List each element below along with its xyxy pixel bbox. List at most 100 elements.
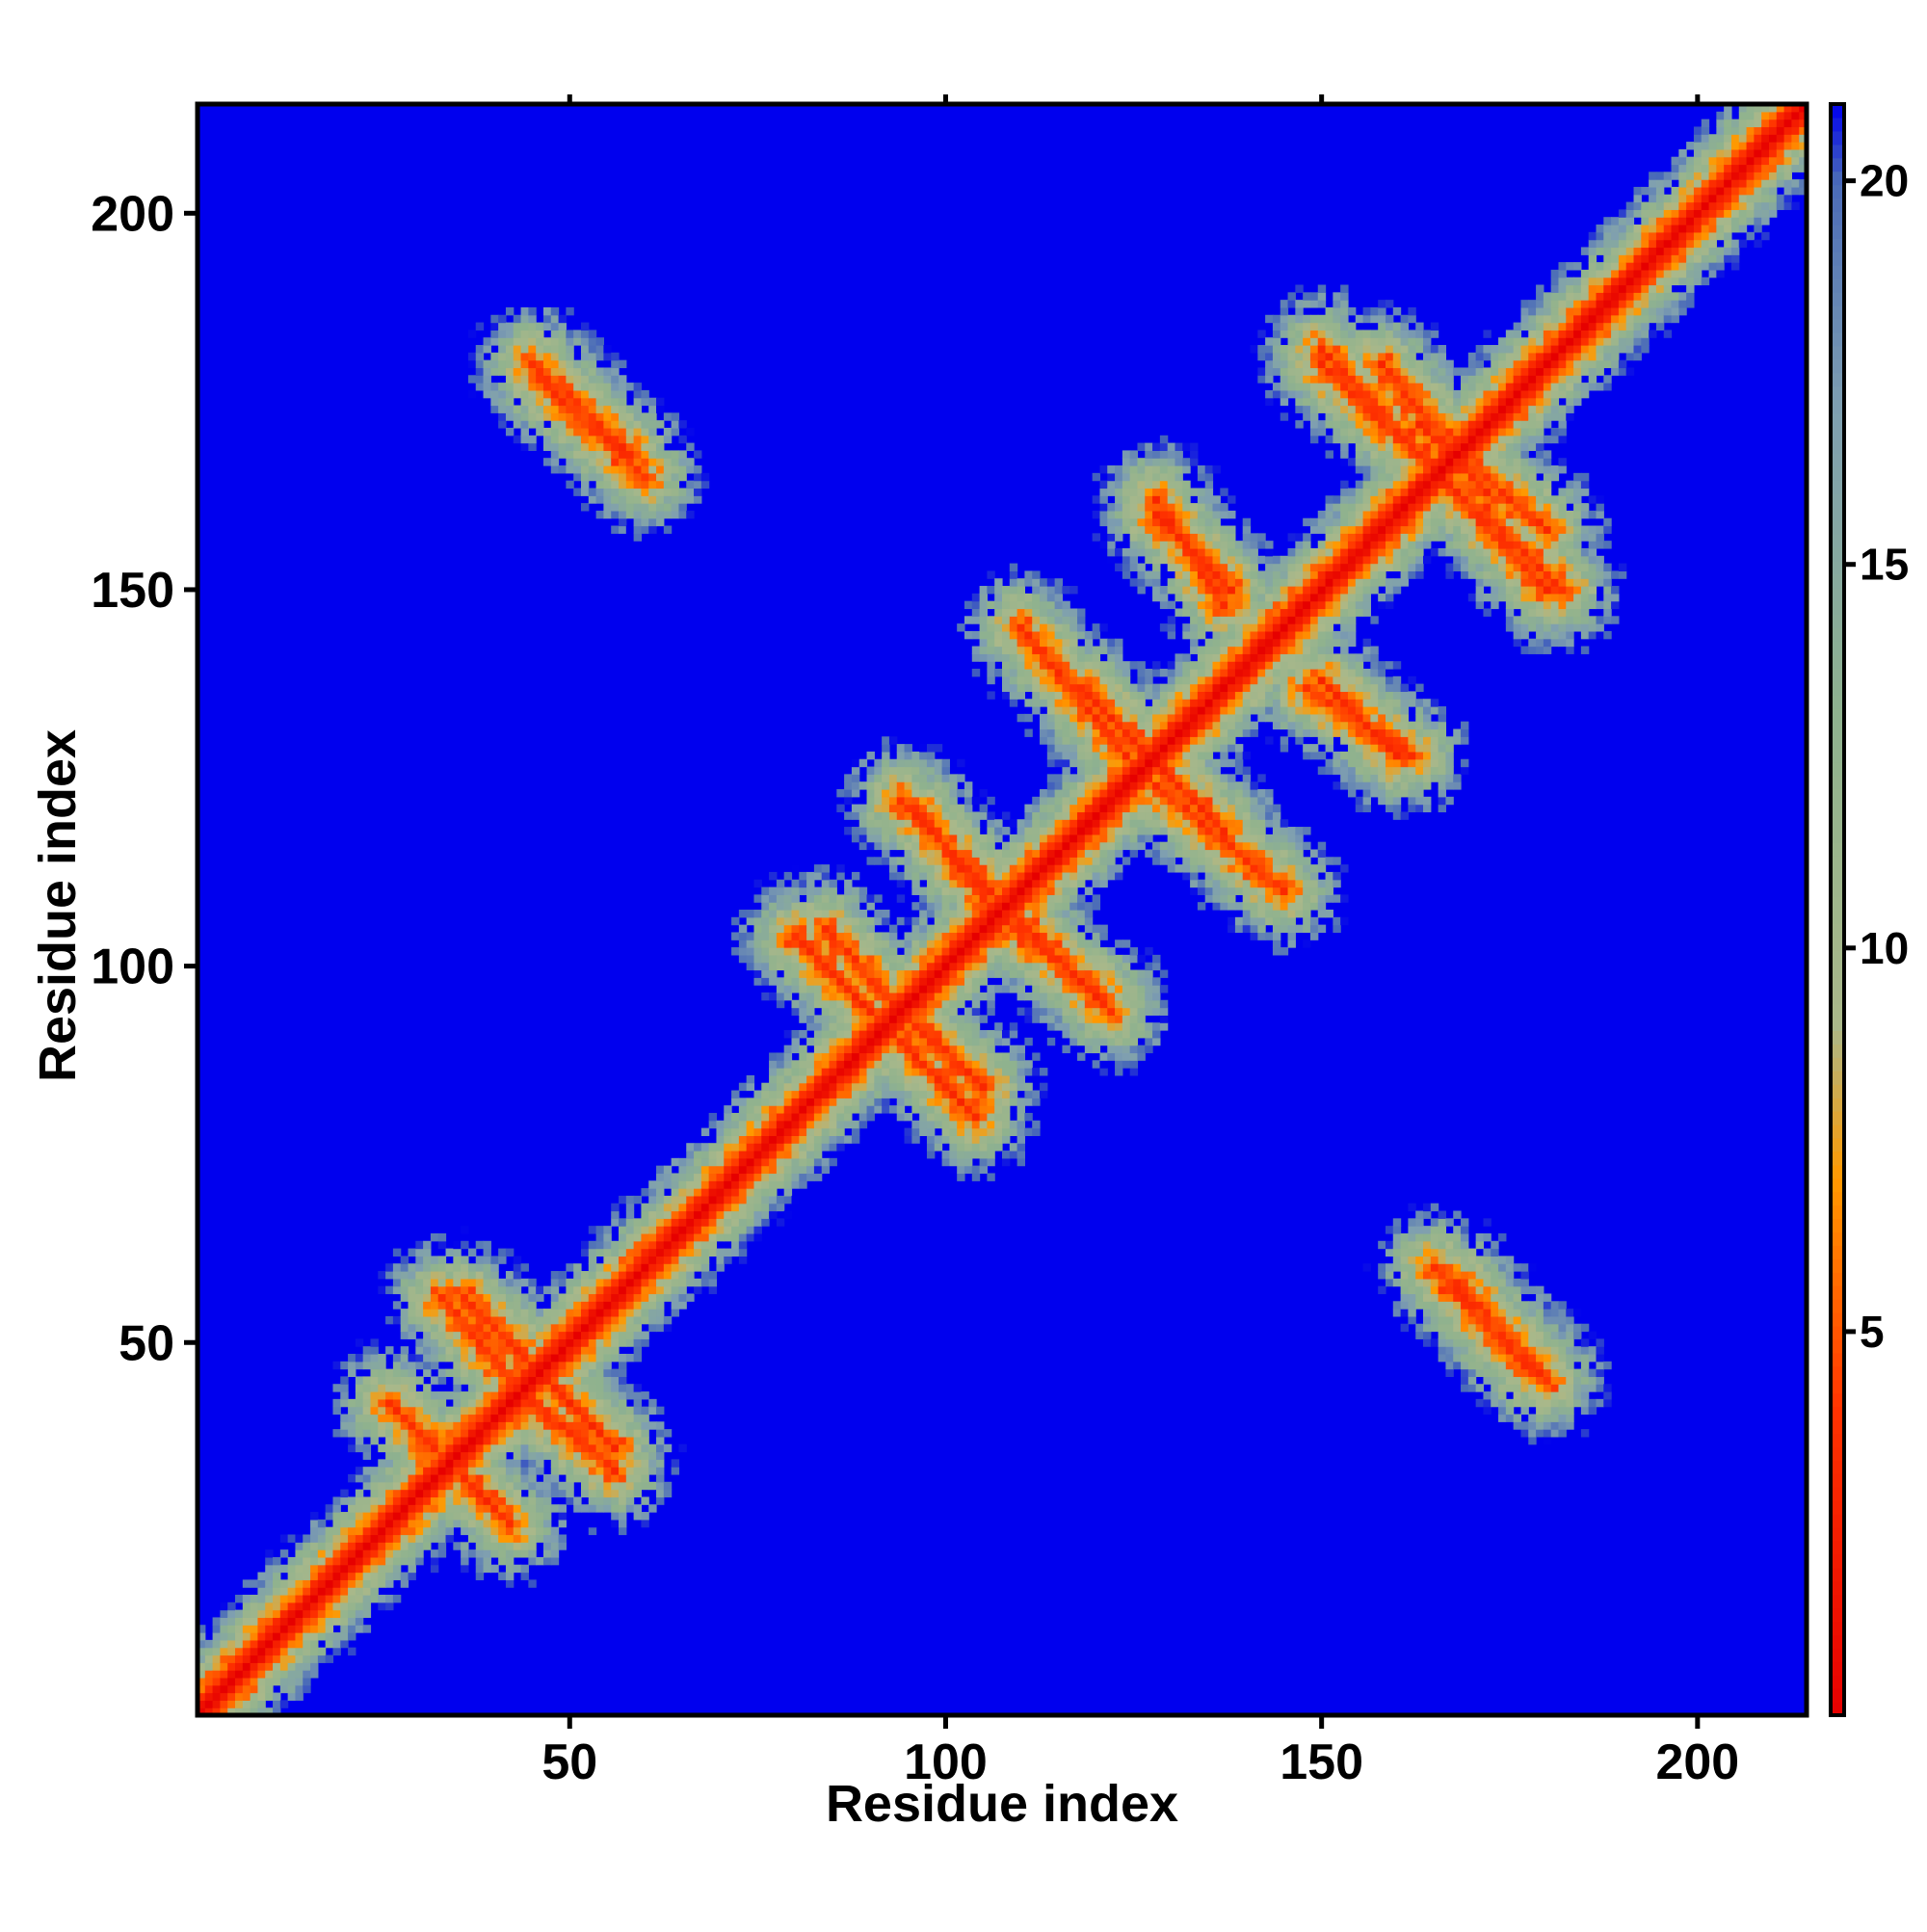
heatmap-cell — [791, 879, 800, 888]
heatmap-cell — [1024, 675, 1033, 685]
heatmap-cell — [934, 796, 943, 806]
heatmap-cell — [1069, 819, 1078, 828]
heatmap-cell — [633, 1248, 643, 1257]
heatmap-cell — [603, 1271, 612, 1280]
heatmap-cell — [987, 675, 995, 685]
heatmap-cell — [1040, 788, 1048, 798]
heatmap-cell — [332, 1512, 341, 1521]
heatmap-cell — [1084, 940, 1094, 948]
heatmap-cell — [265, 1609, 274, 1619]
heatmap-cell — [1062, 902, 1070, 911]
heatmap-cell — [1016, 1151, 1026, 1159]
heatmap-cell — [882, 1052, 890, 1061]
heatmap-cell — [904, 954, 912, 964]
heatmap-cell — [738, 1082, 748, 1092]
heatmap-cell — [851, 947, 860, 956]
heatmap-cell — [378, 1285, 386, 1295]
heatmap-cell — [753, 1180, 762, 1189]
heatmap-cell — [769, 1165, 778, 1175]
heatmap-cell — [370, 1519, 379, 1528]
heatmap-cell — [1077, 940, 1086, 948]
heatmap-cell — [1040, 721, 1048, 730]
heatmap-cell — [287, 1579, 297, 1588]
heatmap-cell — [1002, 1090, 1011, 1098]
heatmap-cell — [776, 894, 785, 903]
heatmap-cell — [746, 940, 755, 948]
heatmap-cell — [776, 1218, 785, 1227]
heatmap-cell — [882, 736, 890, 745]
heatmap-cell — [957, 788, 965, 798]
heatmap-cell — [611, 1504, 620, 1513]
heatmap-cell — [1077, 1037, 1086, 1046]
heatmap-cell — [1040, 849, 1048, 858]
heatmap-cell — [317, 1556, 327, 1566]
heatmap-cell — [1016, 962, 1026, 971]
heatmap-cell — [844, 910, 853, 918]
heatmap-cell — [904, 841, 912, 851]
heatmap-cell — [671, 488, 680, 496]
heatmap-cell — [378, 1368, 386, 1378]
heatmap-cell — [355, 1572, 364, 1580]
heatmap-cell — [888, 1022, 898, 1031]
heatmap-cell — [1107, 947, 1116, 956]
heatmap-cell — [348, 1556, 356, 1566]
heatmap-cell — [392, 1429, 402, 1438]
heatmap-cell — [498, 1512, 507, 1521]
heatmap-cell — [362, 1579, 372, 1588]
heatmap-cell — [708, 1112, 718, 1122]
heatmap-cell — [904, 857, 912, 865]
heatmap-cell — [303, 1587, 311, 1596]
heatmap-cell — [490, 1443, 499, 1453]
heatmap-cell — [273, 1677, 281, 1686]
heatmap-cell — [934, 788, 943, 798]
heatmap-cell — [595, 1429, 604, 1438]
heatmap-cell — [769, 954, 778, 964]
heatmap-cell — [882, 841, 890, 851]
heatmap-cell — [911, 1022, 920, 1031]
heatmap-cell — [911, 1120, 920, 1129]
heatmap-cell — [595, 1323, 604, 1333]
heatmap-cell — [303, 1632, 311, 1641]
heatmap-cell — [1016, 985, 1026, 993]
heatmap-cell — [520, 1315, 529, 1325]
heatmap-cell — [595, 1293, 604, 1302]
heatmap-cell — [1062, 661, 1070, 670]
heatmap-cell — [641, 1226, 649, 1234]
heatmap-cell — [1099, 834, 1108, 843]
heatmap-cell — [904, 947, 912, 956]
heatmap-cell — [1002, 661, 1011, 670]
heatmap-cell — [731, 1226, 740, 1234]
heatmap-cell — [573, 337, 582, 346]
heatmap-cell — [437, 1519, 447, 1528]
heatmap-cell — [370, 1496, 379, 1505]
heatmap-cell — [611, 458, 620, 466]
heatmap-cell — [1077, 947, 1086, 956]
heatmap-cell — [633, 1240, 643, 1250]
heatmap-cell — [926, 879, 936, 888]
heatmap-cell — [310, 1625, 319, 1633]
heatmap-cell — [866, 1082, 875, 1092]
heatmap-cell — [588, 1489, 597, 1498]
heatmap-cell — [851, 1045, 860, 1054]
heatmap-cell — [385, 1467, 394, 1475]
heatmap-cell — [423, 1368, 432, 1378]
heatmap-cell — [528, 1467, 537, 1475]
heatmap-cell — [619, 1361, 627, 1370]
heatmap-cell — [1084, 706, 1094, 715]
heatmap-cell — [1092, 969, 1101, 978]
heatmap-cell — [490, 1346, 499, 1355]
heatmap-cell — [558, 322, 567, 331]
heatmap-cell — [467, 1473, 477, 1483]
heatmap-cell — [911, 1068, 920, 1076]
heatmap-cell — [671, 1226, 680, 1234]
heatmap-cell — [663, 427, 673, 437]
heatmap-cell — [1016, 977, 1026, 986]
heatmap-cell — [467, 1384, 477, 1392]
heatmap-cell — [1062, 638, 1070, 648]
heatmap-cell — [641, 1421, 649, 1430]
heatmap-cell — [919, 1037, 928, 1046]
heatmap-cell — [1024, 977, 1033, 986]
heatmap-cell — [633, 1278, 643, 1287]
heatmap-cell — [378, 1549, 386, 1558]
heatmap-cell — [467, 1526, 477, 1536]
